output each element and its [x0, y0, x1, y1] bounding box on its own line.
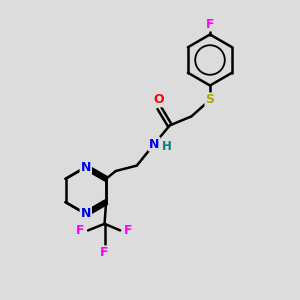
Text: F: F	[206, 17, 214, 31]
Text: F: F	[123, 224, 132, 237]
Text: F: F	[76, 224, 85, 237]
Text: N: N	[81, 160, 91, 174]
Text: S: S	[206, 93, 214, 106]
Text: N: N	[81, 207, 91, 220]
Text: O: O	[153, 93, 164, 106]
Text: H: H	[162, 140, 172, 154]
Text: F: F	[100, 246, 109, 260]
Text: N: N	[149, 137, 159, 151]
